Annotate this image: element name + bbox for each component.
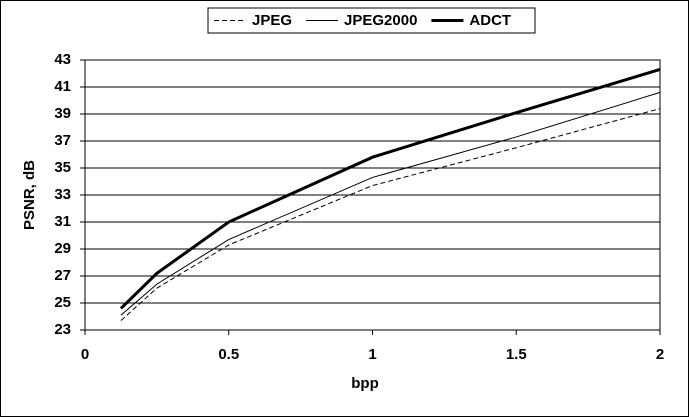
y-tick-label: 33 xyxy=(54,186,71,203)
y-tick-label: 25 xyxy=(54,294,71,311)
series-line xyxy=(120,108,661,321)
y-tick-label: 29 xyxy=(54,240,71,257)
y-tick-label: 39 xyxy=(54,105,71,122)
x-tick-label: 2 xyxy=(656,346,664,363)
series-line xyxy=(119,68,661,310)
legend-label: JPEG2000 xyxy=(344,12,417,29)
y-tick-label: 37 xyxy=(54,132,71,149)
y-axis-label: PSNR, dB xyxy=(21,160,38,230)
y-tick-label: 43 xyxy=(54,51,71,68)
legend-label: ADCT xyxy=(469,12,511,29)
y-tick-label: 27 xyxy=(54,267,71,284)
x-tick-label: 1 xyxy=(368,346,376,363)
x-axis-label: bpp xyxy=(351,375,379,392)
x-tick-label: 0 xyxy=(81,346,89,363)
y-tick-label: 23 xyxy=(54,321,71,338)
legend-box xyxy=(207,7,536,34)
y-tick-label: 41 xyxy=(54,78,71,95)
series-line xyxy=(120,91,661,316)
legend-label: JPEG xyxy=(252,12,292,29)
y-tick-label: 35 xyxy=(54,159,71,176)
y-tick-label: 31 xyxy=(54,213,71,230)
x-tick-label: 1.5 xyxy=(506,346,527,363)
plot-area xyxy=(84,59,661,331)
x-tick-label: 0.5 xyxy=(218,346,239,363)
